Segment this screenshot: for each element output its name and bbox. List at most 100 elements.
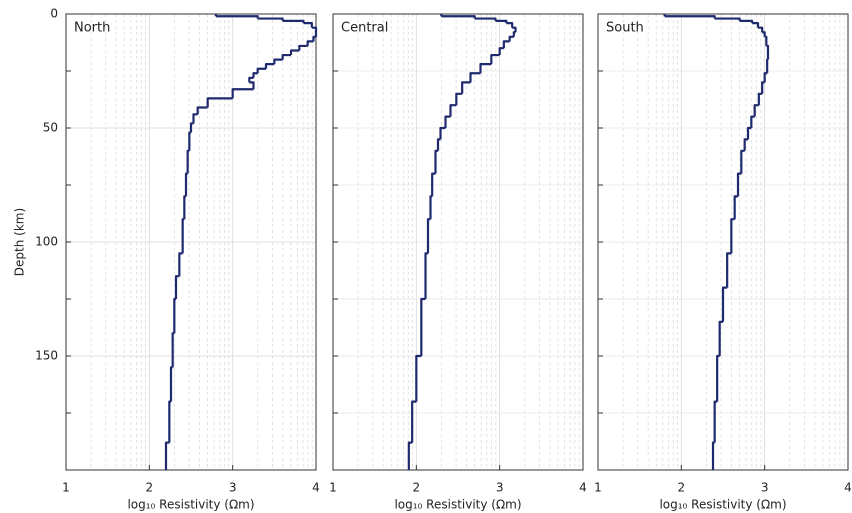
profile-step bbox=[264, 63, 275, 69]
profile-step bbox=[189, 122, 194, 133]
profile-step bbox=[506, 22, 514, 28]
panel-title: North bbox=[74, 21, 110, 36]
x-tick-label: 3 bbox=[229, 481, 237, 495]
profile-step bbox=[761, 81, 765, 94]
profile-step bbox=[502, 40, 510, 49]
plot-frame bbox=[597, 13, 849, 471]
profile-step bbox=[740, 149, 745, 174]
profile-step bbox=[216, 15, 259, 19]
profile-step bbox=[444, 115, 451, 128]
profile-step bbox=[431, 172, 436, 197]
profile-step bbox=[753, 104, 759, 117]
y-tick-label: 150 bbox=[35, 349, 58, 363]
profile-step bbox=[173, 297, 176, 334]
profile-step bbox=[752, 22, 760, 28]
profile-step bbox=[306, 40, 314, 46]
profile-step bbox=[206, 97, 233, 108]
profile-step bbox=[498, 47, 504, 56]
panel-title: Central bbox=[341, 21, 388, 36]
profile-step bbox=[718, 320, 723, 356]
profile-step bbox=[726, 252, 732, 288]
profile-step bbox=[758, 26, 764, 33]
profile-step bbox=[289, 49, 300, 56]
x-tick-label: 1 bbox=[329, 481, 337, 495]
profile-step bbox=[512, 31, 516, 37]
x-tick-label: 2 bbox=[678, 481, 686, 495]
profile-step bbox=[733, 195, 738, 220]
profile-step bbox=[713, 400, 718, 443]
profile-step bbox=[495, 19, 508, 24]
profile-step bbox=[714, 17, 741, 21]
x-tick-label: 4 bbox=[579, 481, 587, 495]
profile-step bbox=[192, 113, 198, 124]
y-axis-label: Depth (km) bbox=[13, 208, 27, 276]
profile-step bbox=[512, 26, 517, 33]
y-tick-label: 0 bbox=[50, 7, 58, 21]
profile-step bbox=[764, 35, 768, 46]
profile-step bbox=[746, 126, 752, 140]
profile-step bbox=[249, 81, 255, 90]
profile-step bbox=[441, 15, 476, 19]
plot-frame bbox=[65, 13, 317, 471]
x-tick-label: 2 bbox=[146, 481, 154, 495]
profile-step bbox=[273, 58, 283, 65]
profile-step bbox=[252, 72, 258, 78]
x-axis-label: log₁₀ Resistivity (Ωm) bbox=[659, 498, 786, 512]
profile-step bbox=[407, 441, 413, 470]
profile-step bbox=[257, 17, 284, 21]
profile-step bbox=[183, 195, 186, 220]
profile-step bbox=[298, 44, 308, 51]
profile-step bbox=[174, 275, 180, 299]
profile-step bbox=[721, 286, 728, 322]
x-tick-label: 3 bbox=[761, 481, 769, 495]
profile-step bbox=[415, 354, 422, 402]
profile-step bbox=[469, 72, 481, 83]
profile-step bbox=[716, 354, 720, 402]
profile-step bbox=[479, 63, 492, 74]
profile-step bbox=[730, 218, 735, 254]
profile-step bbox=[429, 195, 433, 220]
profile-step bbox=[184, 172, 188, 197]
x-tick-label: 2 bbox=[413, 481, 421, 495]
profile-step bbox=[186, 149, 190, 174]
profile-step bbox=[461, 81, 471, 94]
profile-step bbox=[762, 31, 766, 37]
x-tick-label: 1 bbox=[62, 481, 70, 495]
profile-step bbox=[303, 22, 313, 28]
profile-step bbox=[455, 92, 463, 106]
profile-step bbox=[168, 400, 171, 443]
x-tick-label: 1 bbox=[594, 481, 602, 495]
profile-step bbox=[311, 26, 318, 33]
profile-step bbox=[743, 138, 748, 151]
profile-step bbox=[231, 88, 254, 99]
profile-step bbox=[424, 252, 428, 299]
profile-step bbox=[196, 106, 208, 115]
profile-step bbox=[248, 76, 254, 83]
profile-step bbox=[750, 115, 755, 128]
x-tick-label: 3 bbox=[496, 481, 504, 495]
profile-step bbox=[766, 58, 769, 74]
x-tick-label: 4 bbox=[312, 481, 320, 495]
panel-title: South bbox=[606, 21, 644, 36]
profile-step bbox=[181, 218, 185, 254]
profile-step bbox=[171, 332, 175, 368]
y-tick-label: 50 bbox=[43, 121, 58, 135]
profile-step bbox=[449, 104, 457, 117]
profile-step bbox=[763, 72, 768, 83]
profile-step bbox=[766, 44, 770, 60]
profile-step bbox=[169, 366, 173, 402]
profile-step bbox=[664, 15, 716, 19]
profile-step bbox=[711, 441, 715, 470]
profile-step bbox=[188, 131, 191, 151]
profile-step bbox=[434, 149, 438, 174]
x-axis-label: log₁₀ Resistivity (Ωm) bbox=[127, 498, 254, 512]
profile-step bbox=[312, 35, 316, 42]
profile-step bbox=[282, 19, 305, 24]
x-tick-label: 4 bbox=[844, 481, 852, 495]
profile-step bbox=[178, 252, 183, 277]
profile-step bbox=[281, 53, 291, 60]
x-axis-label: log₁₀ Resistivity (Ωm) bbox=[394, 498, 521, 512]
profile-step bbox=[256, 67, 266, 74]
